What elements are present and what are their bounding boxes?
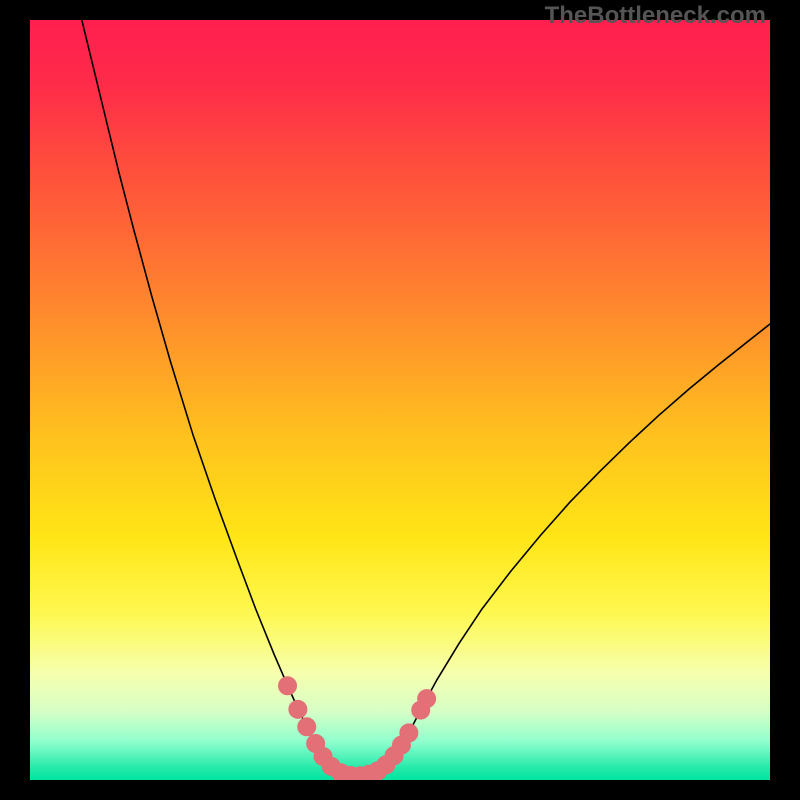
- highlight-marker: [279, 677, 297, 695]
- highlight-marker: [400, 724, 418, 742]
- watermark-text: TheBottleneck.com: [545, 2, 766, 30]
- plot-area: [30, 20, 770, 780]
- highlight-marker: [289, 700, 307, 718]
- highlight-marker: [418, 690, 436, 708]
- highlight-marker: [298, 718, 316, 736]
- gradient-background: [30, 20, 770, 780]
- chart-container: TheBottleneck.com: [0, 0, 800, 800]
- plot-svg: [30, 20, 770, 780]
